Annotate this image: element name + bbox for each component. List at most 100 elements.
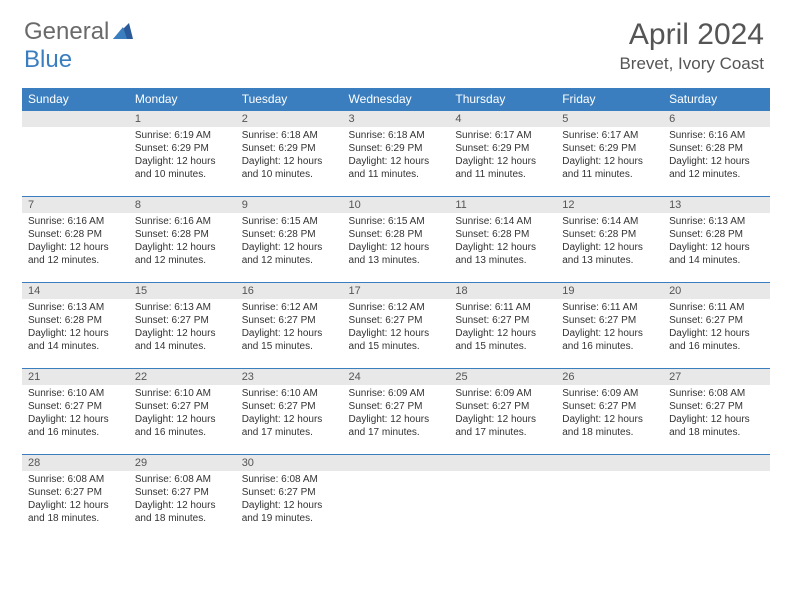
calendar-header-row: Sunday Monday Tuesday Wednesday Thursday… [22, 88, 770, 110]
sunrise-text: Sunrise: 6:08 AM [669, 387, 764, 400]
day-number: 2 [236, 110, 343, 127]
calendar-day-cell: 16Sunrise: 6:12 AMSunset: 6:27 PMDayligh… [236, 282, 343, 368]
day-number: 3 [343, 110, 450, 127]
calendar-day-cell: 29 Sunrise: 6:08 AMSunset: 6:27 PMDayligh… [129, 454, 236, 540]
day-content: Sunrise: 6:13 AMSunset: 6:28 PMDaylight:… [663, 213, 770, 273]
day-number: 27 [663, 368, 770, 385]
sunrise-text: Sunrise: 6:11 AM [455, 301, 550, 314]
daylight-text: Daylight: 12 hours and 13 minutes. [349, 241, 444, 267]
day-number: 28 [22, 454, 129, 471]
day-content: Sunrise: 6:08 AMSunset: 6:27 PMDaylight:… [236, 471, 343, 531]
calendar-day-cell: 26Sunrise: 6:09 AMSunset: 6:27 PMDayligh… [556, 368, 663, 454]
calendar-day-cell [556, 454, 663, 540]
day-content: Sunrise: 6:11 AMSunset: 6:27 PMDaylight:… [556, 299, 663, 359]
day-content: Sunrise: 6:15 AMSunset: 6:28 PMDaylight:… [343, 213, 450, 273]
sunset-text: Sunset: 6:27 PM [242, 314, 337, 327]
calendar-day-cell: 10Sunrise: 6:15 AMSunset: 6:28 PMDayligh… [343, 196, 450, 282]
daylight-text: Daylight: 12 hours and 14 minutes. [135, 327, 230, 353]
calendar-day-cell: 7Sunrise: 6:16 AMSunset: 6:28 PMDaylight… [22, 196, 129, 282]
day-content: Sunrise: 6:11 AMSunset: 6:27 PMDaylight:… [663, 299, 770, 359]
sunset-text: Sunset: 6:27 PM [135, 400, 230, 413]
sunrise-text: Sunrise: 6:10 AM [28, 387, 123, 400]
logo-text-2: Blue [24, 46, 72, 74]
daylight-text: Daylight: 12 hours and 18 minutes. [28, 499, 123, 525]
sunrise-text: Sunrise: 6:17 AM [455, 129, 550, 142]
weekday-header: Saturday [663, 88, 770, 110]
sunset-text: Sunset: 6:27 PM [562, 400, 657, 413]
sunrise-text: Sunrise: 6:09 AM [349, 387, 444, 400]
daylight-text: Daylight: 12 hours and 11 minutes. [349, 155, 444, 181]
sunrise-text: Sunrise: 6:16 AM [135, 215, 230, 228]
sunrise-text: Sunrise: 6:14 AM [562, 215, 657, 228]
calendar-day-cell: 11Sunrise: 6:14 AMSunset: 6:28 PMDayligh… [449, 196, 556, 282]
calendar-day-cell: 15Sunrise: 6:13 AMSunset: 6:27 PMDayligh… [129, 282, 236, 368]
sunset-text: Sunset: 6:29 PM [135, 142, 230, 155]
day-number: 11 [449, 196, 556, 213]
sunset-text: Sunset: 6:27 PM [135, 486, 230, 499]
daylight-text: Daylight: 12 hours and 13 minutes. [562, 241, 657, 267]
calendar-day-cell [22, 110, 129, 196]
day-number: 4 [449, 110, 556, 127]
sunrise-text: Sunrise: 6:10 AM [242, 387, 337, 400]
day-content: Sunrise: 6:10 AMSunset: 6:27 PMDaylight:… [129, 385, 236, 445]
daylight-text: Daylight: 12 hours and 10 minutes. [135, 155, 230, 181]
logo-text-1: General [24, 18, 109, 46]
month-title: April 2024 [619, 18, 764, 52]
day-content: Sunrise: 6:15 AMSunset: 6:28 PMDaylight:… [236, 213, 343, 273]
daylight-text: Daylight: 12 hours and 19 minutes. [242, 499, 337, 525]
sunrise-text: Sunrise: 6:19 AM [135, 129, 230, 142]
calendar-week-row: 14Sunrise: 6:13 AMSunset: 6:28 PMDayligh… [22, 282, 770, 368]
daylight-text: Daylight: 12 hours and 18 minutes. [135, 499, 230, 525]
day-content: Sunrise: 6:17 AMSunset: 6:29 PMDaylight:… [556, 127, 663, 187]
day-content: Sunrise: 6:19 AMSunset: 6:29 PMDaylight:… [129, 127, 236, 187]
day-content: Sunrise: 6:16 AMSunset: 6:28 PMDaylight:… [129, 213, 236, 273]
sunrise-text: Sunrise: 6:15 AM [242, 215, 337, 228]
sunset-text: Sunset: 6:27 PM [669, 400, 764, 413]
day-content: Sunrise: 6:10 AMSunset: 6:27 PMDaylight:… [236, 385, 343, 445]
day-content: Sunrise: 6:18 AMSunset: 6:29 PMDaylight:… [343, 127, 450, 187]
calendar-day-cell: 30Sunrise: 6:08 AMSunset: 6:27 PMDayligh… [236, 454, 343, 540]
sunrise-text: Sunrise: 6:11 AM [562, 301, 657, 314]
calendar-day-cell: 18Sunrise: 6:11 AMSunset: 6:27 PMDayligh… [449, 282, 556, 368]
daylight-text: Daylight: 12 hours and 12 minutes. [28, 241, 123, 267]
day-number: 29 [129, 454, 236, 471]
sunrise-text: Sunrise: 6:08 AM [28, 473, 123, 486]
day-content: Sunrise: 6:08 AMSunset: 6:27 PMDaylight:… [663, 385, 770, 445]
calendar-day-cell [449, 454, 556, 540]
daylight-text: Daylight: 12 hours and 14 minutes. [28, 327, 123, 353]
day-content: Sunrise: 6:08 AMSunset: 6:27 PMDaylight:… [22, 471, 129, 531]
sunrise-text: Sunrise: 6:17 AM [562, 129, 657, 142]
calendar-day-cell: 21Sunrise: 6:10 AMSunset: 6:27 PMDayligh… [22, 368, 129, 454]
day-number: 13 [663, 196, 770, 213]
weekday-header: Friday [556, 88, 663, 110]
sunrise-text: Sunrise: 6:16 AM [28, 215, 123, 228]
sunset-text: Sunset: 6:29 PM [242, 142, 337, 155]
sunrise-text: Sunrise: 6:08 AM [135, 473, 230, 486]
day-content: Sunrise: 6:12 AMSunset: 6:27 PMDaylight:… [343, 299, 450, 359]
day-number [449, 454, 556, 471]
sunrise-text: Sunrise: 6:14 AM [455, 215, 550, 228]
sunset-text: Sunset: 6:28 PM [349, 228, 444, 241]
day-number: 30 [236, 454, 343, 471]
day-number: 1 [129, 110, 236, 127]
calendar-day-cell [663, 454, 770, 540]
calendar-day-cell: 20Sunrise: 6:11 AMSunset: 6:27 PMDayligh… [663, 282, 770, 368]
sunset-text: Sunset: 6:28 PM [28, 228, 123, 241]
sunset-text: Sunset: 6:28 PM [28, 314, 123, 327]
weekday-header: Wednesday [343, 88, 450, 110]
day-content: Sunrise: 6:14 AMSunset: 6:28 PMDaylight:… [556, 213, 663, 273]
sunrise-text: Sunrise: 6:13 AM [28, 301, 123, 314]
calendar-day-cell: 22Sunrise: 6:10 AMSunset: 6:27 PMDayligh… [129, 368, 236, 454]
day-content: Sunrise: 6:09 AMSunset: 6:27 PMDaylight:… [556, 385, 663, 445]
daylight-text: Daylight: 12 hours and 15 minutes. [242, 327, 337, 353]
day-number: 12 [556, 196, 663, 213]
daylight-text: Daylight: 12 hours and 11 minutes. [562, 155, 657, 181]
daylight-text: Daylight: 12 hours and 11 minutes. [455, 155, 550, 181]
sunset-text: Sunset: 6:28 PM [669, 228, 764, 241]
weekday-header: Thursday [449, 88, 556, 110]
day-number: 6 [663, 110, 770, 127]
sunrise-text: Sunrise: 6:16 AM [669, 129, 764, 142]
title-block: April 2024 Brevet, Ivory Coast [619, 18, 764, 74]
sunrise-text: Sunrise: 6:13 AM [669, 215, 764, 228]
sunrise-text: Sunrise: 6:09 AM [562, 387, 657, 400]
